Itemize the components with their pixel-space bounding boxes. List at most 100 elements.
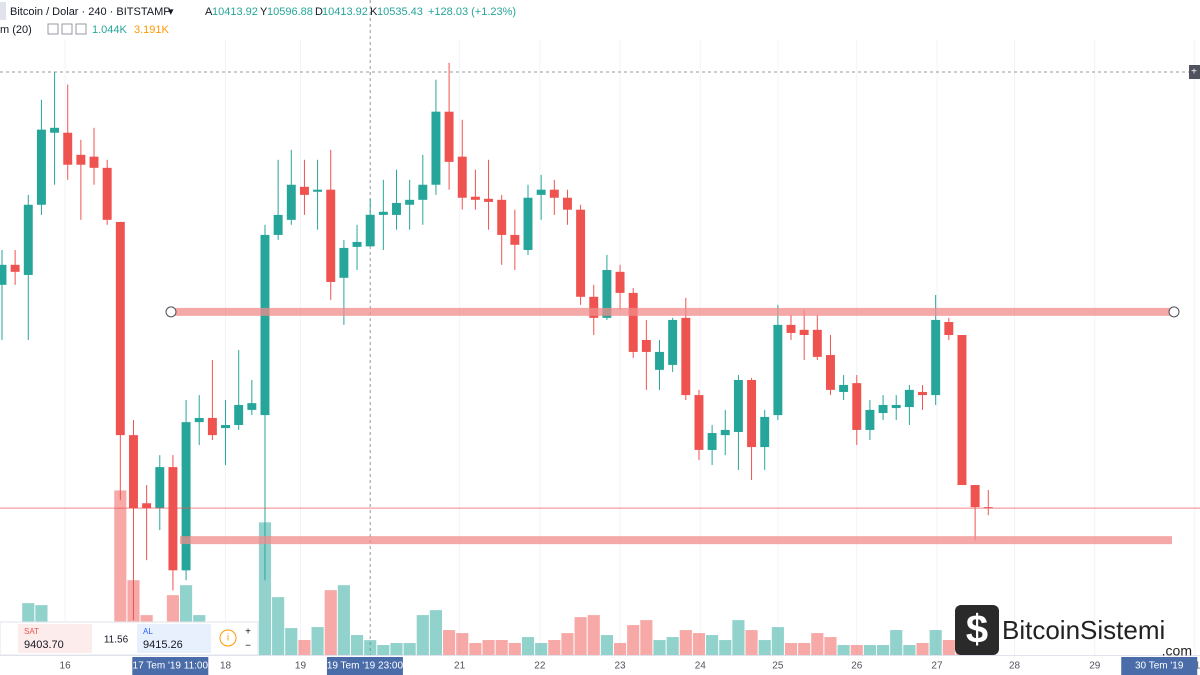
candle-body (207, 417, 217, 436)
candle-body (76, 154, 86, 165)
candle-body (615, 271, 625, 293)
volume-bar (403, 643, 416, 655)
volume-value: 1.044K (92, 24, 128, 36)
volume-bar (627, 625, 640, 655)
volume-bar (456, 633, 469, 655)
candle-body (115, 221, 125, 436)
candle-body (839, 384, 849, 392)
candle-body (260, 234, 270, 416)
candle-body (549, 189, 559, 198)
volume-bar (469, 643, 482, 655)
watermark-name: BitcoinSistemi (1002, 615, 1165, 645)
candle-body (392, 202, 401, 215)
candle-body (102, 167, 112, 220)
time-marker-box (1121, 657, 1198, 675)
grid (64, 0, 1196, 655)
x-tick-label: 19 (295, 661, 307, 672)
candle-body (694, 395, 704, 450)
ohlc-letter: Y (260, 6, 268, 18)
time-axis (0, 655, 1200, 675)
candle-body (918, 391, 927, 396)
volume-bar (732, 620, 745, 655)
candle-body (733, 380, 743, 432)
ohlc-legend: A 10413.92 Y 10596.88 D 10413.92 K 10535.43 (205, 6, 423, 18)
info-button[interactable] (219, 629, 237, 647)
volume-bar (613, 643, 627, 655)
ohlc-value: 10413.92 (322, 6, 368, 18)
x-tick-label: 16 (60, 661, 72, 672)
volume-bar (863, 645, 876, 655)
time-marker-label: 17 Tem '19 11:00 (133, 661, 209, 672)
level-handle (1168, 306, 1180, 318)
volume-bar (390, 643, 403, 655)
sell-button[interactable] (18, 624, 92, 653)
sell-label: SAT (24, 627, 39, 636)
candle-body (773, 324, 783, 416)
ohlc-letter: A (205, 6, 213, 18)
candle-body (221, 424, 231, 429)
volume-bar (443, 630, 456, 655)
symbol-icon (0, 2, 6, 20)
candle-body (602, 270, 612, 318)
candle-body (444, 111, 454, 162)
volume-bar (258, 522, 272, 655)
volume-bar (876, 645, 890, 655)
close-button[interactable] (75, 23, 87, 35)
candle-body (641, 339, 651, 352)
level-handle (165, 306, 177, 318)
volume-bar (285, 628, 298, 655)
candle-body (983, 507, 993, 509)
candle-body (286, 184, 296, 220)
time-axis-labels: 1618192122232425262728290117 Tem '19 11:… (60, 657, 1200, 675)
candle-body (181, 422, 191, 571)
eye-button[interactable] (47, 23, 59, 35)
candle-body (589, 296, 599, 318)
candle-body (707, 433, 717, 450)
add-icon: + (1191, 67, 1197, 78)
volume-bar (666, 637, 679, 655)
volume-bar (508, 643, 521, 655)
volume-bar (942, 640, 955, 655)
volume-bar (548, 640, 561, 655)
volume-bar (903, 645, 916, 655)
candle-body (194, 417, 204, 423)
candle-body (747, 380, 757, 448)
candle-body (273, 214, 283, 235)
volume-bar (758, 640, 771, 655)
volume-name: m (20) (0, 24, 32, 36)
candle-body (378, 211, 388, 215)
plus-button[interactable]: + (245, 627, 251, 638)
candle-body (247, 403, 257, 410)
volume-bar (706, 635, 719, 655)
candle-body (470, 196, 480, 200)
candle-body (812, 329, 822, 357)
candle-body (89, 156, 99, 168)
dropdown[interactable]: ▾ (168, 6, 174, 18)
candle-body (628, 292, 638, 352)
volume-bar (587, 615, 600, 655)
add-button[interactable] (1189, 65, 1200, 79)
volume-bar (377, 645, 390, 655)
time-marker-box (326, 657, 403, 675)
candle-body (852, 383, 862, 430)
volume-bar (824, 637, 837, 655)
candle-body (825, 355, 835, 390)
sell-price: 9403.70 (24, 639, 64, 651)
candle-body (878, 404, 888, 414)
volume-bar (798, 643, 811, 655)
volume-bar (495, 640, 508, 655)
candle-body (234, 404, 244, 425)
buy-button[interactable] (137, 624, 211, 653)
volume-bar (929, 630, 942, 655)
x-tick-label: 25 (772, 661, 784, 672)
candle-body (418, 184, 428, 200)
settings-button[interactable] (61, 23, 73, 35)
candle-body (957, 335, 967, 486)
volume-bar (364, 640, 377, 655)
candle-body (63, 132, 73, 165)
minus-button[interactable]: − (245, 641, 251, 652)
volume-bar (272, 597, 285, 655)
